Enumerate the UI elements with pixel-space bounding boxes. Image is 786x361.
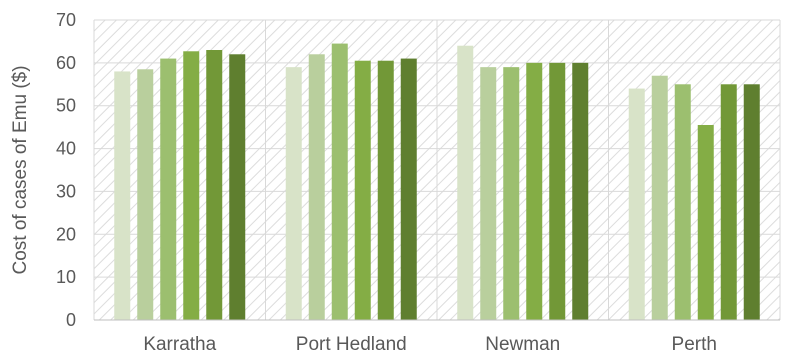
x-tick-label: Perth [672,334,717,355]
bar [137,69,154,321]
bar [206,50,223,320]
bar [285,67,302,321]
bar [697,125,714,320]
bar [114,71,131,320]
bar [651,75,668,320]
y-tick-label: 0 [66,310,76,330]
bar [549,62,566,320]
bar [183,51,200,321]
bar [457,45,474,320]
y-tick-label: 10 [56,267,76,287]
x-tick-label: Port Hedland [296,334,407,355]
y-tick-label: 20 [56,224,76,244]
y-tick-label: 30 [56,181,76,201]
bar [229,54,246,321]
bar [400,58,417,320]
bar [572,62,589,320]
y-tick-label: 50 [56,96,76,116]
bar [720,84,737,321]
bar [743,84,760,321]
bar [628,88,645,320]
bar [480,67,497,321]
bar [331,43,348,320]
y-tick-label: 70 [56,10,76,30]
bar [354,60,371,320]
x-tick-label: Karratha [143,334,216,355]
x-tick-label: Newman [485,334,560,355]
bar [308,54,325,321]
y-axis-title: Cost of cases of Emu ($) [10,65,31,274]
bar [503,67,520,321]
bar [160,58,177,320]
bar [674,84,691,321]
bar [377,60,394,320]
y-tick-label: 40 [56,139,76,159]
bar [526,62,543,320]
y-tick-label: 60 [56,53,76,73]
